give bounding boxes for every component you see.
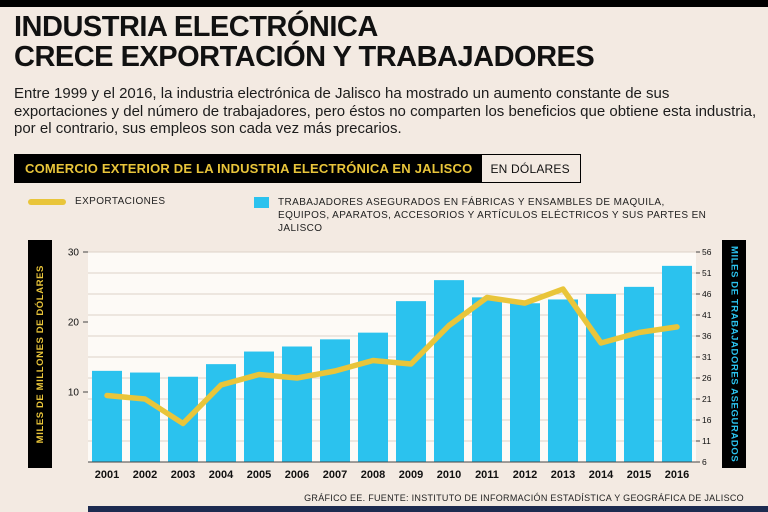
svg-text:46: 46 (702, 289, 712, 299)
legend-workers: TRABAJADORES ASEGURADOS EN FÁBRICAS Y EN… (254, 196, 714, 235)
worker-bar (320, 339, 350, 462)
worker-bar (472, 297, 502, 462)
worker-bar (548, 299, 578, 462)
right-axis-bar: MILES DE TRABAJADORES ASEGURADOS (722, 240, 746, 468)
svg-text:2009: 2009 (399, 469, 423, 481)
chart-header-suffix: EN DÓLARES (490, 162, 570, 176)
svg-text:2014: 2014 (589, 469, 614, 481)
worker-bar (662, 265, 692, 462)
svg-text:16: 16 (702, 415, 712, 425)
svg-text:2016: 2016 (665, 469, 689, 481)
worker-bar (92, 370, 122, 462)
svg-text:2015: 2015 (627, 469, 651, 481)
intro-text: Entre 1999 y el 2016, la industria elect… (14, 85, 757, 138)
svg-text:36: 36 (702, 331, 712, 341)
exports-line (104, 286, 680, 427)
svg-text:31: 31 (702, 352, 712, 362)
legend-exports: EXPORTACIONES (28, 196, 254, 207)
svg-text:51: 51 (702, 268, 712, 278)
worker-bar (244, 351, 274, 462)
svg-text:2007: 2007 (323, 469, 347, 481)
right-axis-label: MILES DE TRABAJADORES ASEGURADOS (728, 245, 740, 463)
svg-text:2001: 2001 (95, 469, 119, 481)
svg-text:30: 30 (68, 248, 80, 259)
worker-bar (510, 303, 540, 462)
worker-bar (130, 372, 160, 462)
svg-text:2006: 2006 (285, 469, 309, 481)
svg-text:2003: 2003 (171, 469, 195, 481)
svg-text:41: 41 (702, 310, 712, 320)
worker-bar (396, 301, 426, 462)
worker-bar (586, 294, 616, 462)
bottom-navy-bar (88, 506, 768, 512)
svg-text:20: 20 (68, 318, 80, 329)
year-labels: 2001 2002 2003 2004 2005 2006 2007 2008 2009 2010… (95, 469, 689, 481)
page-title: INDUSTRIA ELECTRÓNICA CRECE EXPORTACIÓN … (14, 11, 595, 73)
svg-text:6: 6 (702, 457, 707, 467)
svg-text:10: 10 (68, 388, 80, 399)
svg-text:2008: 2008 (361, 469, 385, 481)
legend-exports-label: EXPORTACIONES (75, 196, 166, 207)
left-axis-bar: MILES DE MILLONES DE DÓLARES (28, 240, 52, 468)
exports-line-swatch (28, 198, 66, 205)
svg-text:2011: 2011 (475, 469, 499, 481)
worker-bar (434, 280, 464, 462)
page-title-line1: INDUSTRIA ELECTRÓNICA (14, 11, 378, 43)
left-axis-ticks: 30 20 10 (68, 248, 88, 399)
worker-bar (358, 332, 388, 462)
svg-text:21: 21 (702, 394, 712, 404)
top-black-bar (0, 0, 768, 7)
chart-header-title: COMERCIO EXTERIOR DE LA INDUSTRIA ELECTR… (15, 155, 483, 182)
legend-workers-label: TRABAJADORES ASEGURADOS EN FÁBRICAS Y EN… (278, 197, 707, 234)
svg-text:2004: 2004 (209, 469, 234, 481)
worker-bar (206, 364, 236, 462)
legend: EXPORTACIONES TRABAJADORES ASEGURADOS EN… (28, 196, 748, 235)
svg-text:2010: 2010 (437, 469, 461, 481)
footer-credit: GRÁFICO EE. FUENTE: INSTITUTO DE INFORMA… (304, 493, 744, 503)
page-title-line2: CRECE EXPORTACIÓN Y TRABAJADORES (14, 40, 595, 73)
svg-text:56: 56 (702, 247, 712, 257)
svg-text:26: 26 (702, 373, 712, 383)
svg-text:2005: 2005 (247, 469, 271, 481)
workers-bars (92, 265, 692, 462)
workers-bar-swatch (254, 197, 269, 208)
chart-header-box: COMERCIO EXTERIOR DE LA INDUSTRIA ELECTR… (14, 154, 581, 183)
svg-text:2012: 2012 (513, 469, 537, 481)
svg-text:2013: 2013 (551, 469, 575, 481)
svg-text:11: 11 (702, 436, 711, 446)
worker-bar (282, 346, 312, 462)
worker-bar (624, 286, 654, 462)
right-axis-ticks: 56 51 46 41 36 31 26 21 16 11 6 (696, 247, 712, 467)
svg-text:2002: 2002 (133, 469, 157, 481)
